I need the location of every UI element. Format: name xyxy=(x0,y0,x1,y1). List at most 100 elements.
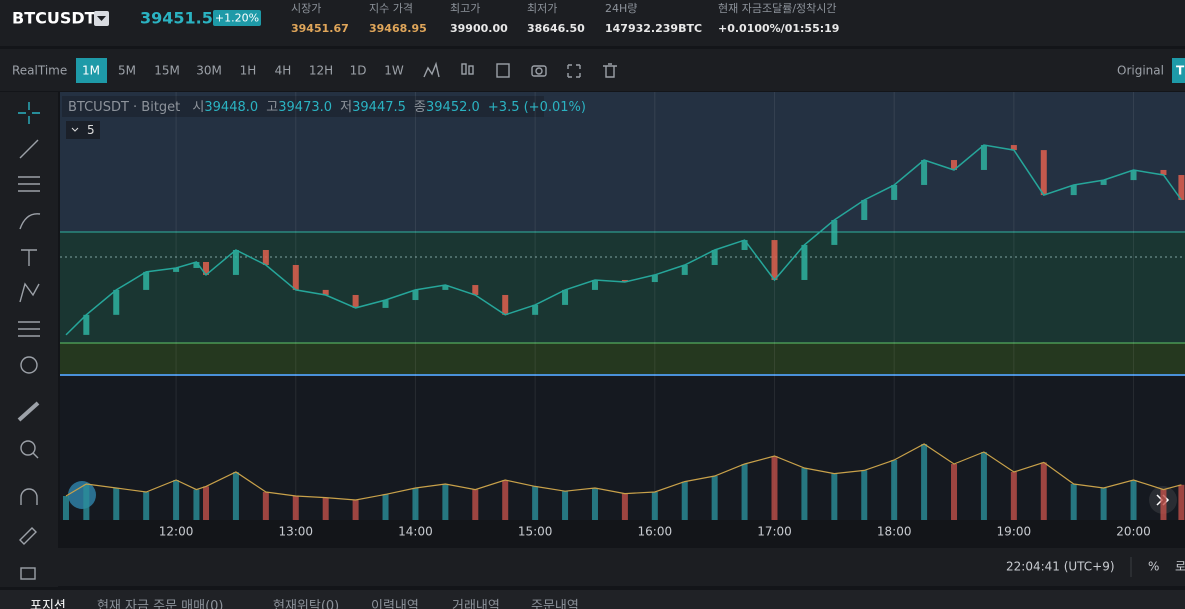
candle xyxy=(861,199,868,221)
emoji-tool[interactable] xyxy=(20,356,38,374)
interval[interactable]: 12H xyxy=(309,64,333,78)
tv-button[interactable] xyxy=(1172,58,1185,83)
x-tick-label: 17:00 xyxy=(757,525,792,539)
volume-bar xyxy=(861,470,868,520)
tv-label: T xyxy=(1176,64,1185,78)
symbol[interactable]: BTCUSDT xyxy=(12,9,96,28)
trash-icon[interactable] xyxy=(603,63,617,78)
interval[interactable]: 15M xyxy=(154,64,180,78)
volume-bar xyxy=(980,452,987,520)
volume-bar xyxy=(921,444,928,520)
crosshair-tool[interactable] xyxy=(18,102,40,124)
ruler-tool[interactable] xyxy=(17,401,40,422)
candle-icon[interactable] xyxy=(461,63,467,75)
candle xyxy=(771,240,778,280)
interval[interactable]: 1W xyxy=(384,64,404,78)
indicator-toggle[interactable] xyxy=(66,121,100,139)
candle xyxy=(1070,184,1077,196)
fullscreen-icon[interactable] xyxy=(567,64,581,78)
candle xyxy=(1178,175,1185,200)
volume-bar xyxy=(203,486,210,520)
volume-bar xyxy=(771,456,778,520)
lock-tool[interactable] xyxy=(20,567,36,580)
tab[interactable]: 거래내역 xyxy=(452,599,500,609)
interval[interactable]: 1D xyxy=(350,64,367,78)
tab[interactable]: 현재 자금 주문 매매(0) xyxy=(97,599,224,609)
change-badge xyxy=(213,10,261,26)
tool-icons xyxy=(17,102,41,580)
volume-bar xyxy=(442,484,449,520)
tab[interactable]: 주문내역 xyxy=(531,599,579,609)
candle xyxy=(1040,150,1047,196)
last-price: 39451.5 xyxy=(140,9,213,28)
dropdown-arrow xyxy=(97,16,106,21)
lock-draw-tool[interactable] xyxy=(19,527,37,545)
x-tick-label: 14:00 xyxy=(398,525,433,539)
volume-line xyxy=(65,443,1182,501)
toolbar-icons xyxy=(423,61,617,78)
candle xyxy=(591,279,598,290)
tab[interactable]: 이력내역 xyxy=(371,599,419,609)
candle xyxy=(203,261,210,275)
x-tick-label: 13:00 xyxy=(278,525,313,539)
fib-tool[interactable] xyxy=(18,321,40,337)
hline-tool[interactable] xyxy=(18,176,40,192)
low-value: 39447.5 xyxy=(352,100,406,115)
volume-bar xyxy=(1160,489,1167,520)
realtime[interactable]: RealTime xyxy=(12,64,67,78)
candle xyxy=(173,267,180,272)
stat-label: 현재 자금조달률/정착시간 xyxy=(718,2,837,15)
legend-change: +3.5 (+0.01%) xyxy=(488,100,586,115)
change: +1.20% xyxy=(215,12,259,25)
zoom-tool[interactable] xyxy=(20,440,36,456)
x-tick-label: 19:00 xyxy=(997,525,1032,539)
candle xyxy=(442,285,449,290)
interval[interactable]: 1M xyxy=(82,64,100,78)
line-tool[interactable] xyxy=(19,139,39,159)
legend-name: BTCUSDT · Bitget xyxy=(68,100,180,115)
candle xyxy=(951,160,958,170)
tab[interactable]: 현재위탁(0) xyxy=(273,599,339,609)
log-toggle[interactable]: 로 xyxy=(1175,560,1185,574)
volume-bar xyxy=(831,473,838,520)
interval[interactable]: 4H xyxy=(275,64,292,78)
indicator-count: 5 xyxy=(87,123,95,137)
percent-toggle[interactable]: % xyxy=(1148,560,1159,574)
camera-lens xyxy=(535,67,543,75)
clock: 22:04:41 (UTC+9) xyxy=(1006,560,1115,574)
candle-icon[interactable] xyxy=(468,65,474,75)
interval[interactable]: 1H xyxy=(240,64,257,78)
candle xyxy=(262,249,269,265)
volume-bar xyxy=(532,486,539,520)
note-icon[interactable] xyxy=(496,63,510,78)
original-view[interactable]: Original xyxy=(1117,64,1164,78)
candle xyxy=(562,289,569,305)
low-label: 저 xyxy=(340,100,352,115)
volume-bar xyxy=(382,494,389,520)
legend: BTCUSDT · Bitget 시39448.0 고39473.0 저3944… xyxy=(68,100,586,115)
candle xyxy=(412,289,419,301)
interval[interactable]: 5M xyxy=(118,64,136,78)
volume-bar xyxy=(412,488,419,520)
open-label: 시 xyxy=(192,100,204,115)
high-label: 고 xyxy=(266,100,278,115)
text-tool[interactable] xyxy=(21,249,37,266)
high-value: 39473.0 xyxy=(278,100,332,115)
legend-bg xyxy=(62,96,544,117)
interval[interactable]: 30M xyxy=(196,64,222,78)
volume-bar xyxy=(951,464,958,520)
x-tick-label: 12:00 xyxy=(159,525,194,539)
camera-icon[interactable] xyxy=(531,65,547,77)
brush-tool[interactable] xyxy=(19,213,41,230)
candle xyxy=(472,285,479,295)
tab[interactable]: 포지션 xyxy=(30,599,66,609)
pattern-tool[interactable] xyxy=(19,282,40,303)
magnet-tool[interactable] xyxy=(20,488,38,505)
stat-label: 시장가 xyxy=(291,2,321,15)
volume-bar xyxy=(1130,480,1137,520)
stat-label: 최고가 xyxy=(450,2,480,15)
volume-bar xyxy=(891,460,898,520)
volume-bar xyxy=(83,484,90,520)
indicator-icon[interactable] xyxy=(423,61,440,78)
